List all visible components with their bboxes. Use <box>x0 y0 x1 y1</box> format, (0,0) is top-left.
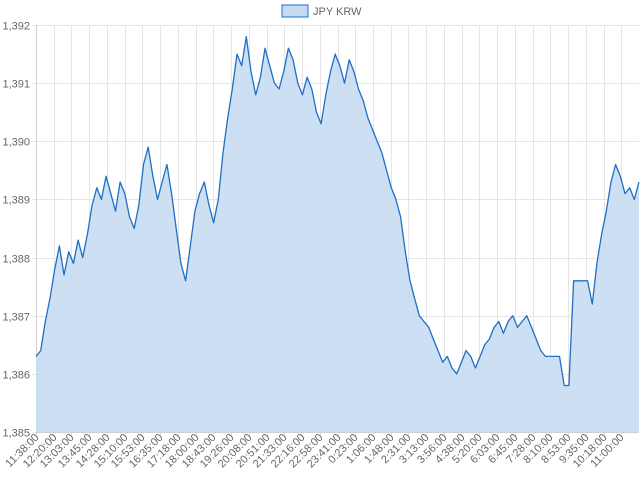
legend[interactable]: JPY KRW <box>281 4 362 18</box>
y-tick-label: 1,387 <box>2 312 30 324</box>
y-tick-label: 1,391 <box>2 79 30 91</box>
y-tick-label: 1,392 <box>2 21 30 33</box>
y-axis-labels: 1,392 1,391 1,390 1,389 1,388 1,387 1,386 1,385 <box>2 21 30 440</box>
y-tick-label: 1,386 <box>2 370 30 382</box>
y-tick-label: 1,385 <box>2 428 30 440</box>
series-layer <box>35 35 640 432</box>
y-tick-label: 1,388 <box>2 254 30 266</box>
y-tick-label: 1,389 <box>2 195 30 207</box>
series-area-0 <box>36 36 639 432</box>
series-line-0[interactable] <box>35 35 640 387</box>
legend-label[interactable]: JPY KRW <box>313 6 362 18</box>
legend-swatch[interactable] <box>281 4 309 18</box>
y-tick-label: 1,390 <box>2 137 30 149</box>
x-axis-labels: 11:38:0012:20:0013:03:0013:45:0014:28:00… <box>3 432 626 471</box>
